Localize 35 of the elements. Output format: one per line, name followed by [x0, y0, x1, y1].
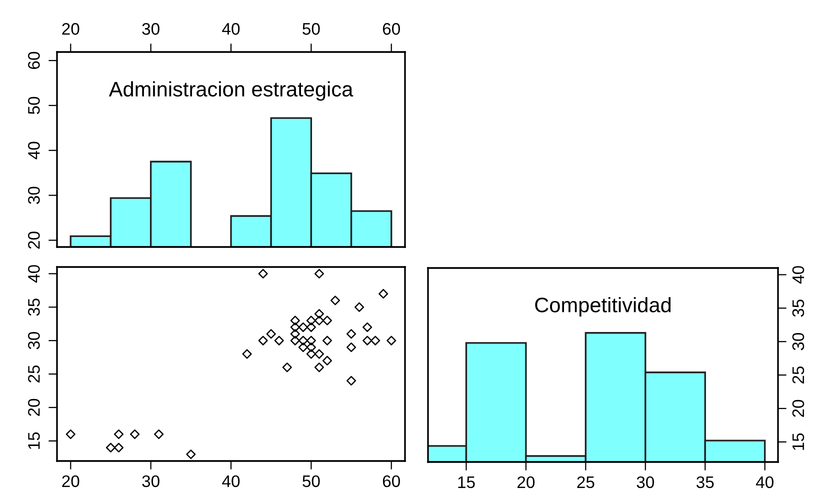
x-tick-label: 25	[577, 476, 594, 488]
y-tick-label: 30	[28, 332, 40, 350]
x-tick-label: 40	[222, 475, 240, 488]
x-tick-label: 60	[382, 23, 400, 35]
x-tick-label: 20	[62, 23, 80, 35]
x-tick-label: 20	[62, 475, 80, 488]
x-tick-label: 30	[142, 23, 160, 35]
x-tick-label: 35	[696, 476, 714, 488]
y2-tick-label: 35	[792, 300, 804, 317]
y-tick-label: 25	[28, 365, 40, 382]
y-tick-label: 40	[28, 265, 40, 283]
y2-tick-label: 15	[792, 433, 804, 450]
x-tick-label: 15	[458, 476, 475, 488]
y2-tick-label: 30	[792, 332, 804, 350]
x-tick-label: 40	[756, 476, 774, 488]
y-tick-label: 15	[28, 432, 40, 449]
y-tick-label: 60	[28, 52, 40, 69]
x-tick-label: 50	[302, 23, 320, 35]
text: Administracion estrategica	[108, 81, 354, 101]
x-tick-label: 30	[142, 475, 160, 488]
y-tick-label: 35	[28, 298, 40, 316]
y-tick-label: 20	[28, 398, 40, 416]
y2-tick-label: 40	[792, 266, 804, 284]
x-tick-label: 60	[382, 475, 400, 488]
y-tick-label: 30	[28, 186, 40, 204]
y-tick-label: 20	[28, 232, 40, 249]
x-tick-label: 20	[518, 476, 535, 488]
x-tick-label: 30	[636, 476, 654, 488]
x-tick-label: 50	[302, 475, 320, 488]
x-tick-label: 40	[222, 23, 240, 35]
y2-tick-label: 20	[792, 400, 804, 417]
text: Competitividad	[535, 297, 671, 317]
y-tick-label: 50	[28, 96, 40, 114]
y2-tick-label: 25	[792, 366, 804, 384]
y-tick-label: 40	[28, 142, 40, 160]
